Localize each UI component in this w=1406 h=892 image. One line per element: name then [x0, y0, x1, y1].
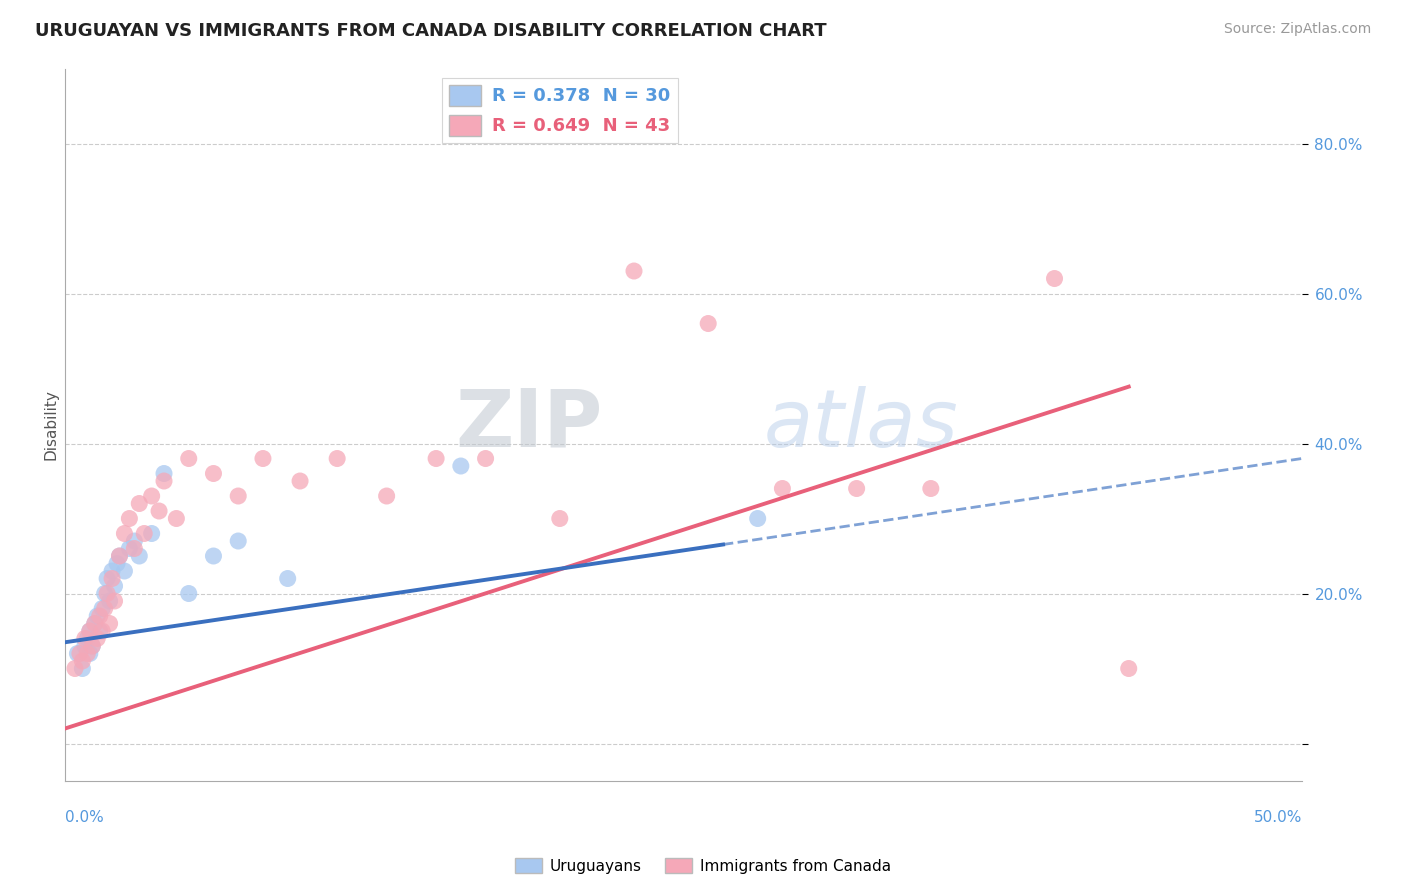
Point: [103, 594, 125, 608]
Point: [93, 601, 115, 615]
Point: [89, 624, 111, 638]
Point: [425, 451, 447, 466]
Point: [114, 526, 136, 541]
Point: [83, 616, 105, 631]
Point: [79, 624, 101, 638]
Point: [86, 632, 108, 646]
Point: [623, 264, 645, 278]
Point: [89, 609, 111, 624]
Text: atlas: atlas: [763, 385, 959, 464]
Point: [845, 482, 868, 496]
Point: [93, 586, 115, 600]
Point: [277, 572, 299, 586]
Point: [91, 624, 114, 638]
Point: [326, 451, 349, 466]
Text: ZIP: ZIP: [456, 385, 603, 464]
Point: [153, 474, 176, 488]
Point: [82, 639, 104, 653]
Point: [73, 639, 96, 653]
Point: [73, 632, 96, 646]
Legend: R = 0.378  N = 30, R = 0.649  N = 43: R = 0.378 N = 30, R = 0.649 N = 43: [441, 78, 678, 143]
Point: [101, 564, 124, 578]
Point: [177, 451, 200, 466]
Text: URUGUAYAN VS IMMIGRANTS FROM CANADA DISABILITY CORRELATION CHART: URUGUAYAN VS IMMIGRANTS FROM CANADA DISA…: [35, 22, 827, 40]
Point: [76, 632, 98, 646]
Text: 0.0%: 0.0%: [65, 810, 104, 824]
Point: [72, 661, 94, 675]
Point: [91, 601, 114, 615]
Point: [747, 511, 769, 525]
Point: [96, 572, 118, 586]
Point: [86, 609, 108, 624]
Point: [108, 549, 131, 563]
Point: [76, 647, 98, 661]
Point: [153, 467, 176, 481]
Point: [548, 511, 571, 525]
Point: [128, 496, 150, 510]
Y-axis label: Disability: Disability: [44, 389, 58, 460]
Point: [141, 489, 163, 503]
Point: [124, 541, 146, 556]
Point: [177, 586, 200, 600]
Point: [165, 511, 187, 525]
Point: [82, 639, 104, 653]
Point: [202, 467, 225, 481]
Point: [226, 534, 249, 549]
Legend: Uruguayans, Immigrants from Canada: Uruguayans, Immigrants from Canada: [509, 852, 897, 880]
Point: [98, 594, 121, 608]
Point: [79, 624, 101, 638]
Point: [128, 549, 150, 563]
Point: [79, 647, 101, 661]
Point: [226, 489, 249, 503]
Point: [98, 616, 121, 631]
Point: [141, 526, 163, 541]
Point: [770, 482, 793, 496]
Point: [1043, 271, 1066, 285]
Point: [288, 474, 311, 488]
Point: [450, 458, 472, 473]
Point: [108, 549, 131, 563]
Point: [66, 647, 89, 661]
Point: [69, 647, 91, 661]
Point: [72, 654, 94, 668]
Point: [134, 526, 156, 541]
Point: [118, 541, 141, 556]
Point: [96, 586, 118, 600]
Point: [114, 564, 136, 578]
Point: [375, 489, 398, 503]
Point: [474, 451, 496, 466]
Point: [118, 511, 141, 525]
Point: [63, 661, 86, 675]
Point: [148, 504, 170, 518]
Text: 50.0%: 50.0%: [1254, 810, 1302, 824]
Point: [83, 616, 105, 631]
Point: [252, 451, 274, 466]
Point: [103, 579, 125, 593]
Point: [101, 572, 124, 586]
Point: [202, 549, 225, 563]
Point: [1118, 661, 1140, 675]
Point: [124, 534, 146, 549]
Text: Source: ZipAtlas.com: Source: ZipAtlas.com: [1223, 22, 1371, 37]
Point: [105, 557, 128, 571]
Point: [697, 317, 720, 331]
Point: [920, 482, 942, 496]
